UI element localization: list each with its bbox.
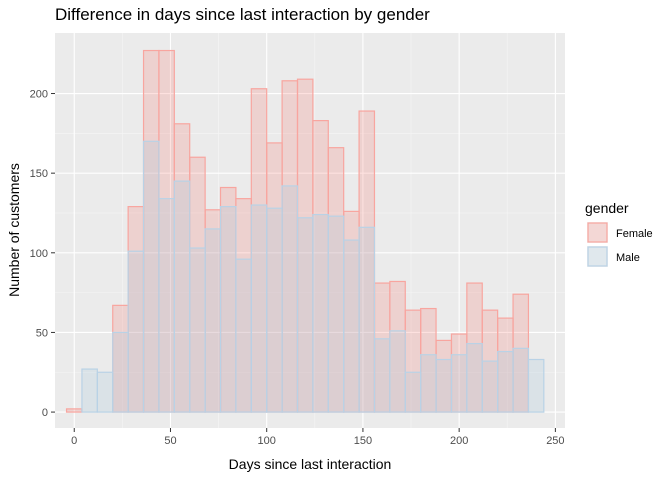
x-tick-label: 150 xyxy=(354,435,372,447)
y-axis: 0 50 100 150 200 xyxy=(30,89,55,419)
histogram-bar-male xyxy=(404,371,422,413)
y-axis-title: Number of customers xyxy=(6,163,22,297)
histogram-bar-male xyxy=(312,213,329,413)
histogram-bar-male xyxy=(512,347,530,413)
histogram-bar-male xyxy=(358,226,376,413)
histogram-bar-male xyxy=(142,140,160,413)
x-tick-label: 50 xyxy=(164,435,176,447)
histogram-bar-male xyxy=(96,371,114,413)
histogram-bar-male xyxy=(158,198,175,413)
x-axis-title: Days since last interaction xyxy=(229,456,392,472)
histogram-bar-male xyxy=(389,330,406,413)
histogram-bar-male xyxy=(343,239,360,413)
legend-label-male: Male xyxy=(616,252,640,264)
histogram-bar-male xyxy=(466,342,483,413)
histogram-bar-male xyxy=(266,207,283,413)
histogram-bar-male xyxy=(281,185,299,413)
histogram-bar-male xyxy=(173,180,191,413)
histogram-bar-male xyxy=(127,250,145,413)
histogram-bar-male xyxy=(435,358,453,413)
x-tick-label: 200 xyxy=(450,435,468,447)
histogram-bar-male xyxy=(204,228,222,413)
legend-label-female: Female xyxy=(616,228,653,240)
histogram-bar-male xyxy=(235,258,252,413)
histogram-bar-male xyxy=(250,204,268,413)
male-bars xyxy=(81,140,545,413)
legend-swatch-male xyxy=(587,246,608,267)
y-tick-label: 150 xyxy=(30,168,48,180)
y-tick-label: 100 xyxy=(30,248,48,260)
histogram-bar-male xyxy=(219,206,237,413)
x-tick-label: 100 xyxy=(258,435,276,447)
histogram-bar-male xyxy=(450,354,468,413)
histogram-bar-male xyxy=(327,215,345,413)
histogram-bar-male xyxy=(420,354,437,413)
x-tick-label: 250 xyxy=(546,435,564,447)
histogram-bar-male xyxy=(296,217,314,413)
legend-swatch-female xyxy=(587,222,608,243)
gridlines xyxy=(55,33,565,428)
histogram-bar-male xyxy=(112,331,129,413)
x-axis: 0 50 100 150 200 250 xyxy=(71,428,565,447)
histogram-bar-female xyxy=(65,408,83,413)
legend: gender Female Male xyxy=(585,200,653,267)
y-tick-label: 0 xyxy=(42,407,48,419)
histogram-bar-male xyxy=(527,358,545,413)
histogram-bar-male xyxy=(373,338,391,413)
histogram-bar-male xyxy=(189,247,206,413)
y-tick-label: 200 xyxy=(30,89,48,101)
legend-title: gender xyxy=(585,200,629,216)
y-tick-label: 50 xyxy=(36,327,48,339)
legend-key-bg xyxy=(587,222,608,243)
chart-title: Difference in days since last interactio… xyxy=(55,5,430,24)
legend-key-bg xyxy=(587,246,608,267)
histogram-bar-male xyxy=(81,368,98,413)
histogram-bar-male xyxy=(497,350,514,413)
x-tick-label: 0 xyxy=(71,435,77,447)
plot-panel xyxy=(55,33,565,428)
histogram-bar-male xyxy=(481,360,499,413)
